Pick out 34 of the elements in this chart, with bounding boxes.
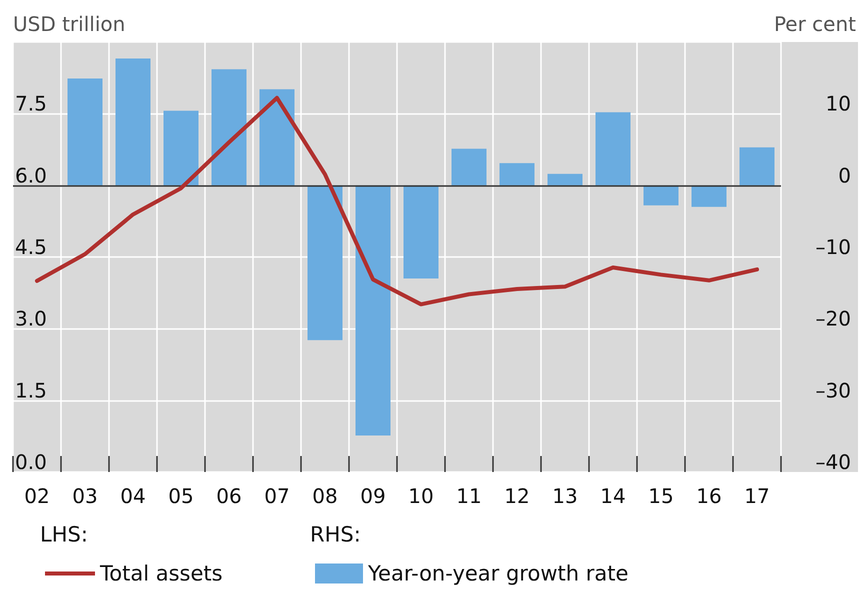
text: RHS:: [310, 522, 361, 546]
legend-label: Total assets: [99, 562, 223, 586]
y-tick-label: 3.0: [15, 306, 47, 331]
y2-tick-label: –10: [816, 235, 851, 259]
x-tick-label: 12: [504, 484, 530, 508]
x-tick-label: 13: [552, 484, 578, 508]
legend-label: Year-on-year growth rate: [367, 562, 628, 586]
y-tick-label: 4.5: [15, 235, 47, 259]
y-tick-label: 1.5: [15, 378, 47, 402]
x-tick-label: 07: [264, 484, 290, 508]
y2-tick-label: –20: [816, 306, 851, 331]
y2-tick-label: –30: [816, 378, 851, 402]
x-tick-label: 17: [744, 484, 770, 508]
x-tick-label: 16: [696, 484, 722, 508]
x-tick-label: 11: [456, 484, 482, 508]
x-tick-label: 15: [648, 484, 674, 508]
x-tick-label: 03: [72, 484, 98, 508]
y-axis-title: USD trillion: [13, 12, 126, 36]
x-tick-label: 04: [120, 484, 146, 508]
y-tick-label: 6.0: [15, 163, 47, 188]
x-tick-label: 06: [216, 484, 242, 508]
x-tick-label: 14: [600, 484, 626, 508]
y-tick-label: 0.0: [15, 450, 47, 474]
y-tick-label: 7.5: [15, 92, 47, 116]
y2-tick-label: 10: [826, 92, 851, 116]
text: LHS:: [40, 522, 88, 546]
y2-tick-label: 0: [838, 163, 851, 188]
x-tick-label: 02: [24, 484, 50, 508]
y2-tick-label: –40: [816, 450, 851, 474]
x-tick-label: 05: [168, 484, 194, 508]
x-tick-label: 08: [312, 484, 338, 508]
y2-axis-title: Per cent: [774, 12, 856, 36]
x-tick-label: 10: [408, 484, 434, 508]
x-tick-label: 09: [360, 484, 386, 508]
